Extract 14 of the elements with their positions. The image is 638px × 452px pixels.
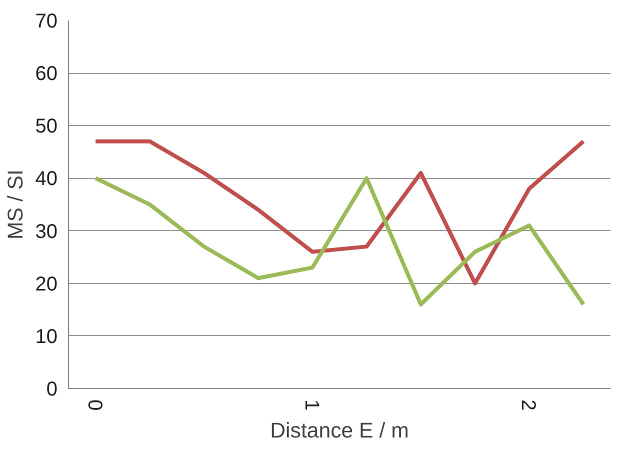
y-tick-label: 50 — [35, 116, 58, 138]
line-series — [94, 139, 586, 286]
y-tick-label: 20 — [35, 273, 58, 296]
y-tick-label: 70 — [35, 10, 58, 32]
x-tick-label: 2 — [517, 400, 540, 411]
line-series — [94, 176, 586, 306]
x-axis-title: Distance E / m — [270, 418, 409, 443]
y-tick-label: 10 — [35, 326, 58, 348]
x-tick-label: 0 — [84, 400, 106, 411]
y-tick-label: 60 — [35, 63, 58, 86]
y-tick-label: 40 — [35, 168, 58, 190]
y-tick-label: 30 — [35, 220, 58, 243]
y-axis-title: MS / SI — [3, 170, 28, 240]
x-tick-label: 1 — [300, 400, 322, 411]
